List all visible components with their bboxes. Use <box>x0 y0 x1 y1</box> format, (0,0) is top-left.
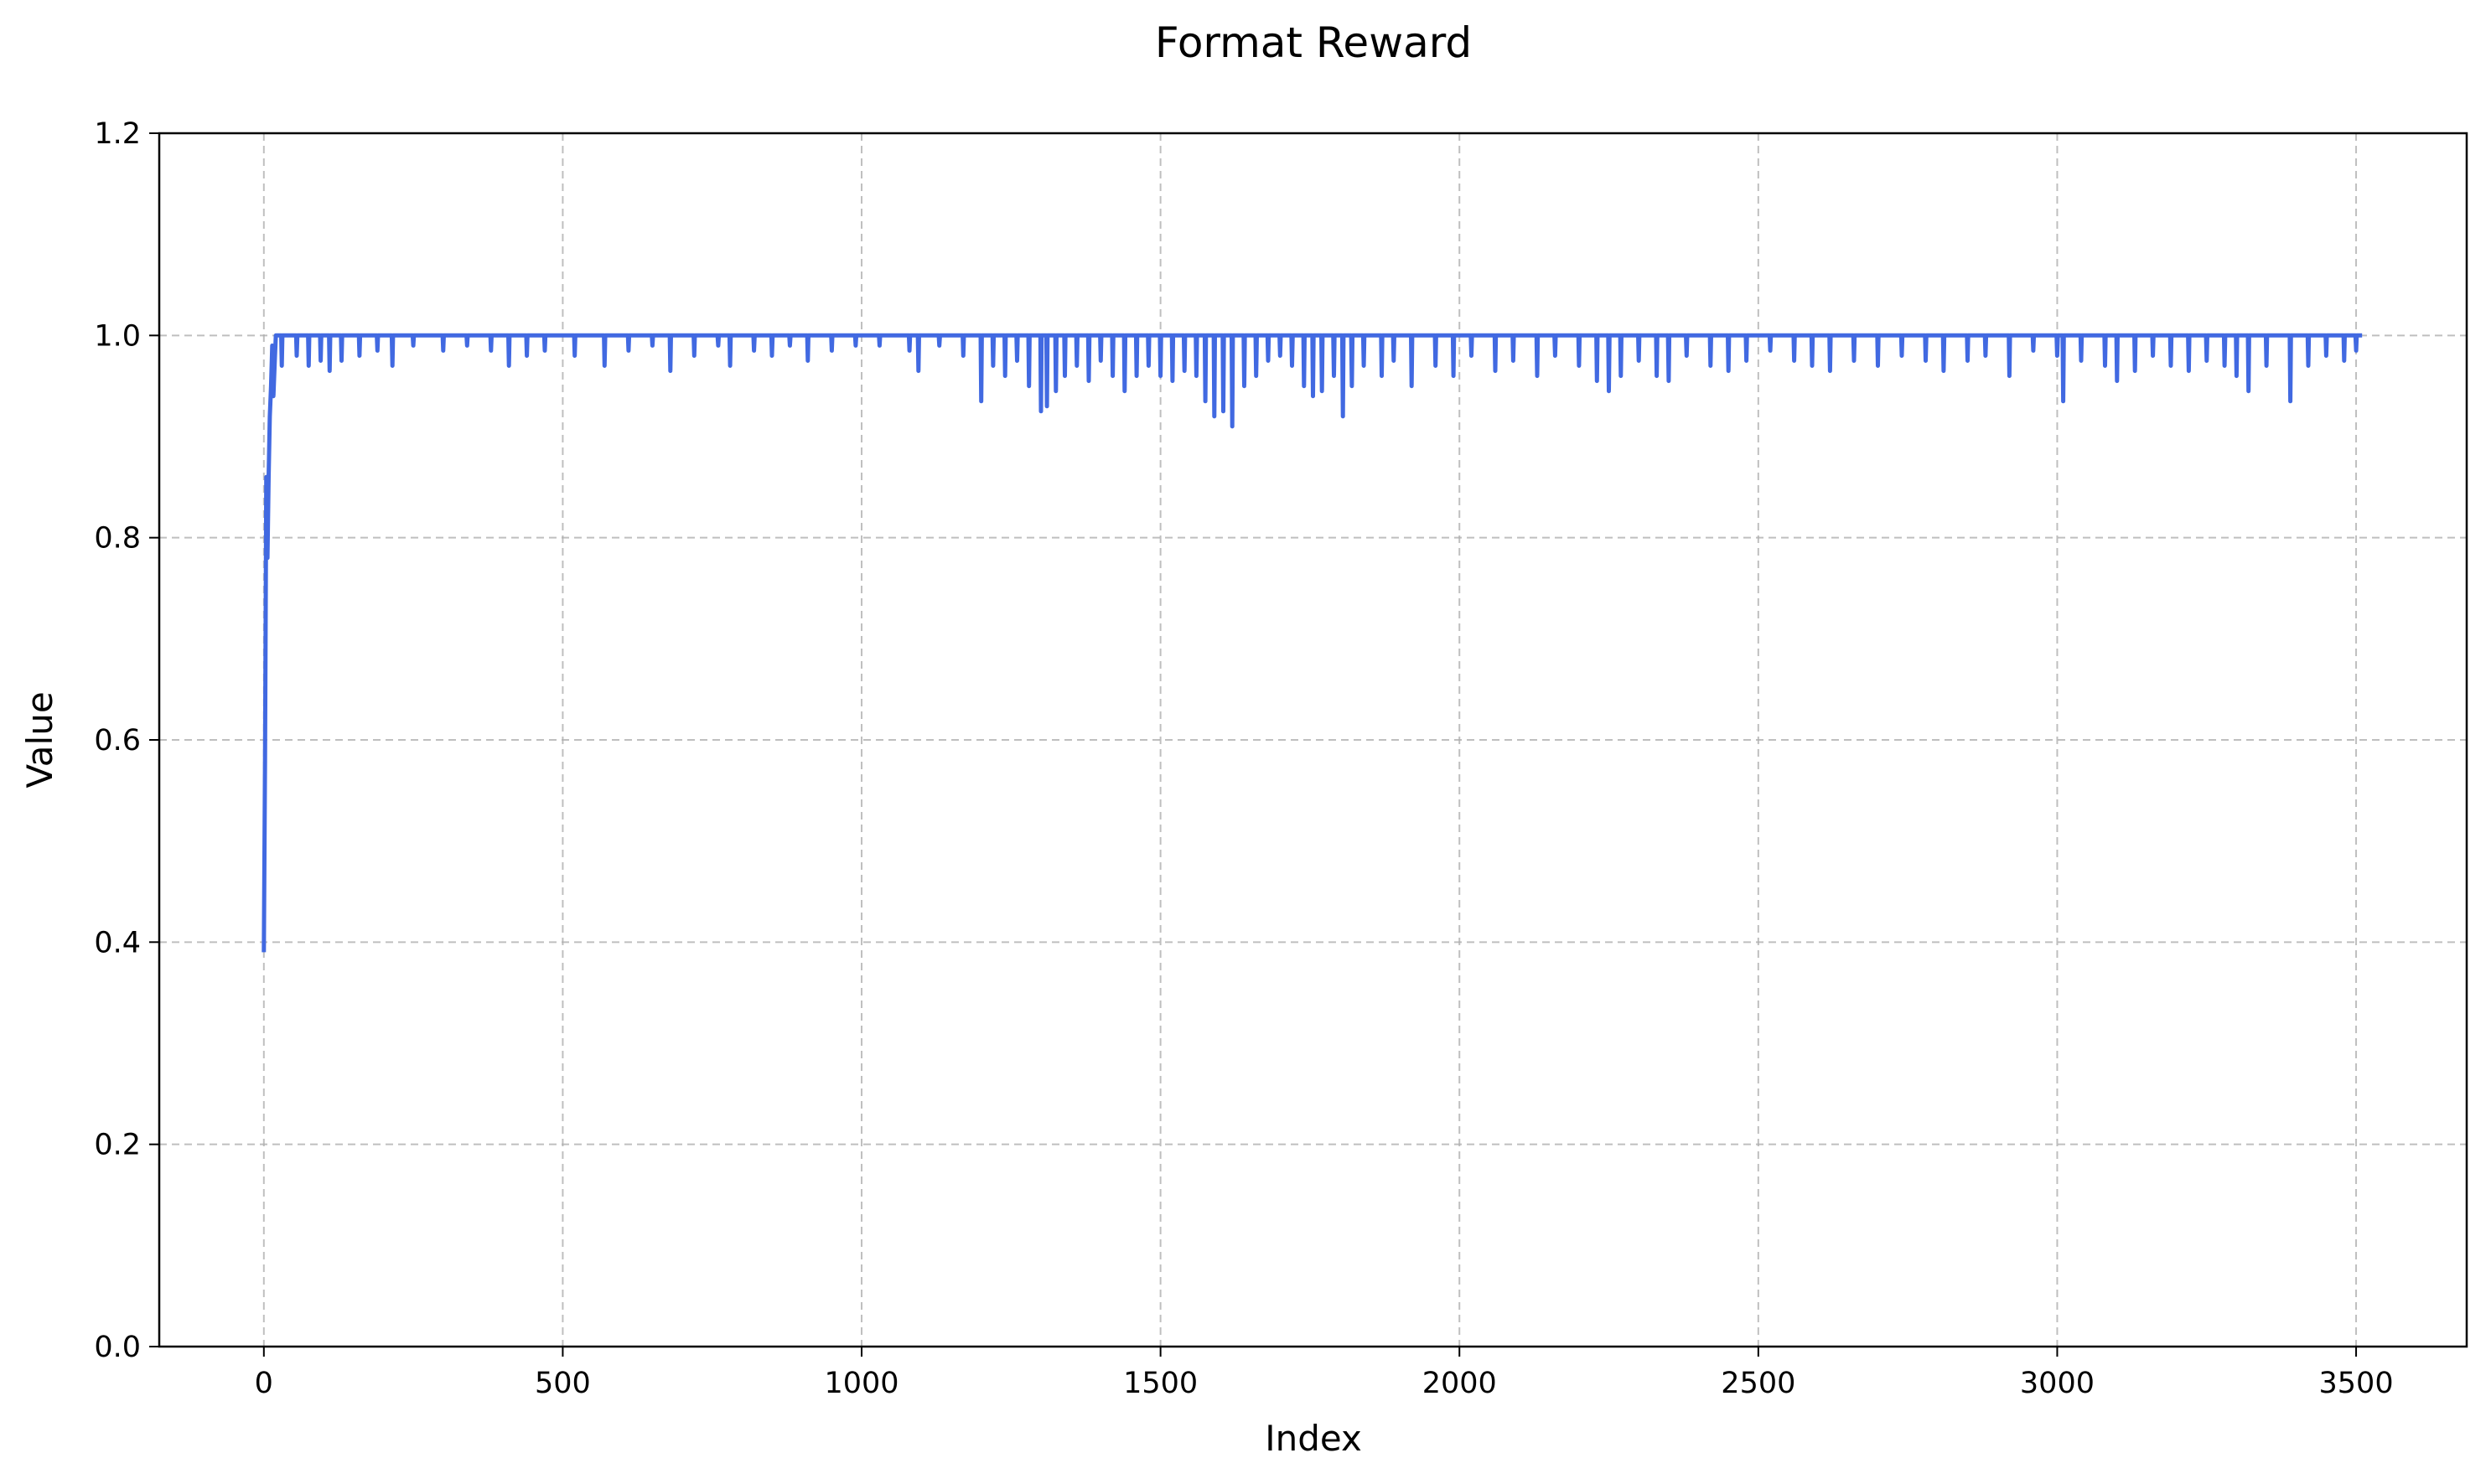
y-tick-label: 0.6 <box>94 724 141 758</box>
y-tick-label: 1.2 <box>94 117 141 151</box>
chart-title: Format Reward <box>1155 18 1472 67</box>
series-line <box>262 333 2363 953</box>
y-tick-label: 1.0 <box>94 319 141 353</box>
y-axis: 0.0 0.2 0.4 0.6 0.8 1.0 1.2 <box>94 117 159 1364</box>
x-tick-label: 1000 <box>824 1367 899 1400</box>
y-tick-label: 0.8 <box>94 522 141 556</box>
x-axis: 0 500 1000 1500 2000 2500 3000 3500 <box>255 1347 2394 1400</box>
y-axis-label: Value <box>19 691 60 788</box>
x-tick-label: 1500 <box>1123 1367 1198 1400</box>
y-tick-label: 0.4 <box>94 926 141 959</box>
x-tick-label: 0 <box>255 1367 273 1400</box>
x-axis-label: Index <box>1265 1418 1362 1459</box>
x-tick-label: 2000 <box>1422 1367 1497 1400</box>
x-tick-label: 3000 <box>2020 1367 2095 1400</box>
y-tick-label: 0.2 <box>94 1129 141 1162</box>
x-tick-label: 2500 <box>1721 1367 1795 1400</box>
x-tick-label: 500 <box>535 1367 591 1400</box>
y-tick-label: 0.0 <box>94 1331 141 1364</box>
series-layer <box>262 333 2363 953</box>
x-tick-label: 3500 <box>2319 1367 2394 1400</box>
